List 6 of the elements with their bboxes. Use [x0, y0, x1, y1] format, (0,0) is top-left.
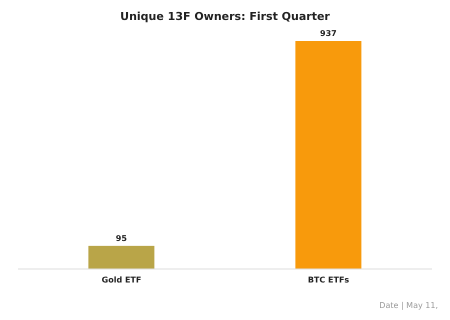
x-tick-label: BTC ETFs: [308, 276, 350, 285]
text: Date | May 11,: [379, 301, 438, 310]
chart-title: Unique 13F Owners: First Quarter: [119, 9, 331, 23]
x-tick-label: Gold ETF: [102, 276, 142, 285]
data-label: 95: [116, 234, 128, 243]
data-label: 937: [320, 29, 337, 38]
